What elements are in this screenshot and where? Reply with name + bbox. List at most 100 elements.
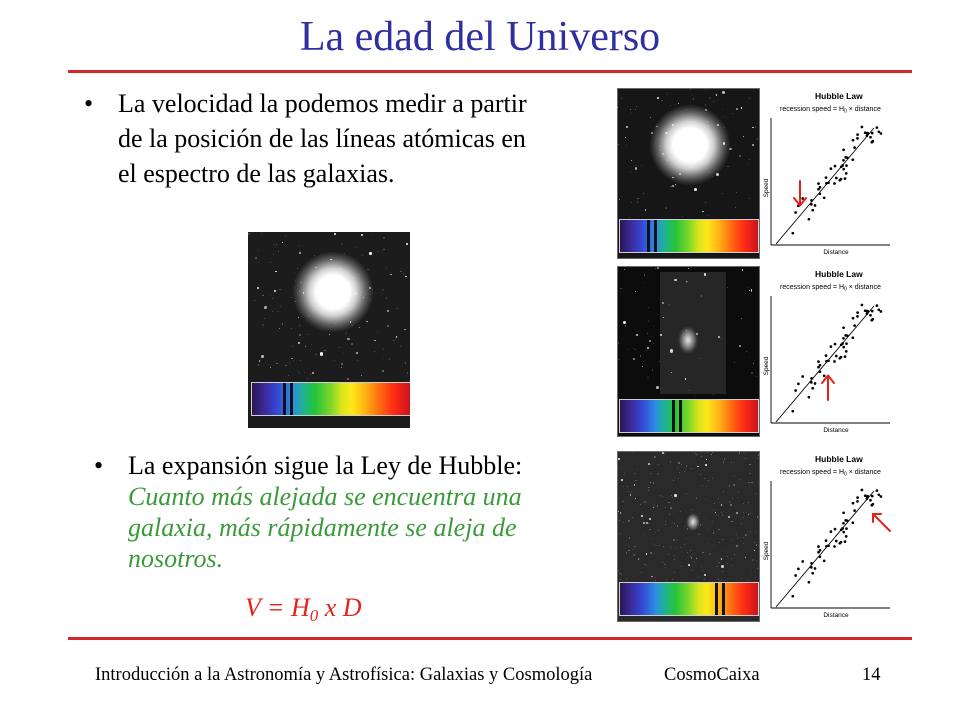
data-point [856,496,859,499]
noise-speck [722,460,725,463]
data-point [843,355,847,358]
data-point [863,309,867,313]
data-point [842,158,845,162]
star [736,512,739,515]
star [369,252,372,255]
noise-speck [303,372,305,373]
noise-speck [704,104,707,106]
star [660,333,663,336]
data-point [851,336,855,340]
star [260,354,264,358]
noise-speck [293,272,295,274]
noise-speck [702,551,704,554]
data-point [865,312,869,316]
noise-speck [344,332,347,335]
star [705,458,708,460]
noise-speck [396,307,398,310]
noise-speck [622,500,624,503]
noise-speck [670,507,672,509]
noise-speck [649,464,651,466]
noise-speck [721,108,723,110]
noise-speck [699,358,702,360]
noise-speck [290,297,292,298]
noise-speck [307,378,309,380]
noise-speck [728,485,730,487]
noise-speck [257,249,259,251]
data-point [838,541,842,545]
noise-speck [705,89,707,90]
noise-speck [711,509,714,512]
noise-speck [686,551,689,554]
star [297,316,300,319]
noise-speck [630,491,633,494]
star [670,371,673,374]
noise-speck [385,266,387,268]
noise-speck [696,453,698,456]
noise-speck [647,489,649,491]
data-points [791,125,883,235]
noise-speck [721,549,724,552]
data-point [818,185,822,189]
data-point [845,527,848,530]
noise-speck [625,578,628,580]
noise-speck [661,461,663,462]
noise-speck [717,98,719,100]
noise-speck [707,480,709,482]
noise-speck [656,505,659,507]
noise-speck [673,480,675,482]
star [275,270,277,273]
noise-speck [695,497,698,499]
data-point [842,345,846,349]
star [617,106,619,108]
noise-speck [617,342,620,344]
data-point [845,164,848,167]
noise-speck [285,364,287,367]
data-point [813,382,817,385]
x-axis-label: Distance [823,427,849,434]
noise-speck [633,348,634,350]
data-point [856,315,859,318]
absorption-line [290,383,293,415]
galaxy [678,326,698,354]
data-point [807,217,811,221]
noise-speck [677,477,679,480]
noise-speck [718,528,720,530]
noise-speck [720,338,722,340]
noise-speck [273,243,275,245]
star [304,345,306,347]
subtitle-subscript: 0 [844,109,847,115]
absorption-line [679,400,682,432]
noise-speck [394,340,396,342]
noise-speck [712,394,715,396]
data-point [853,146,856,149]
noise-speck [670,548,672,550]
noise-speck [670,185,672,188]
hubble-fit-line [775,127,875,245]
noise-speck [680,546,682,549]
star [645,553,648,555]
noise-speck [618,570,620,572]
noise-speck [752,559,754,561]
noise-speck [742,502,745,504]
star [264,305,268,309]
noise-speck [367,268,369,271]
star [650,117,652,119]
noise-speck [743,512,745,514]
noise-speck [275,243,278,245]
noise-speck [292,345,294,347]
noise-speck [654,457,656,459]
data-point [869,313,872,317]
noise-speck [733,475,735,478]
noise-speck [668,304,670,306]
star [714,512,717,514]
noise-speck [386,297,388,299]
noise-speck [722,570,723,572]
noise-speck [717,570,719,572]
data-point [817,182,820,185]
data-point [845,342,848,345]
data-point [797,382,800,386]
noise-speck [382,289,384,291]
noise-speck [629,216,630,218]
noise-speck [731,540,733,542]
noise-speck [712,545,714,547]
